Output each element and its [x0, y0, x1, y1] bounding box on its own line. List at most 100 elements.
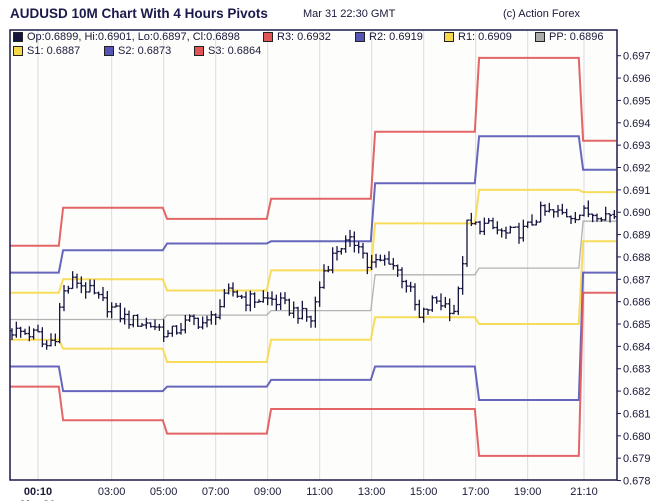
- copyright: (c) Action Forex: [503, 8, 581, 20]
- ohlc-bar: [109, 302, 114, 319]
- ohlc-bar: [127, 310, 131, 329]
- ohlc-swatch-icon: [13, 32, 23, 42]
- ohlc-bar: [161, 319, 166, 342]
- legend-ohlc: Op:0.6899, Hi:0.6901, Lo:0.6897, Cl:0.68…: [13, 31, 240, 43]
- ohlc-bar: [508, 225, 513, 234]
- legend-ohlc-label: Op:0.6899, Hi:0.6901, Lo:0.6897, Cl:0.68…: [27, 31, 240, 43]
- ohlc-bar: [595, 213, 599, 222]
- ohlc-bar: [131, 314, 136, 328]
- ohlc-bar: [75, 273, 79, 289]
- y-tick-label: 0.683: [623, 364, 650, 376]
- ohlc-bar: [62, 284, 66, 312]
- ohlc-bar: [599, 217, 604, 222]
- ohlc-bar: [443, 296, 448, 308]
- x-tick-label: 09:00: [254, 486, 282, 498]
- x-tick-label: 03:00: [98, 486, 126, 498]
- plot-frame: [9, 29, 618, 481]
- ohlc-bar: [209, 310, 214, 325]
- ohlc-bar: [521, 219, 526, 242]
- ohlc-bar: [40, 327, 45, 348]
- ohlc-bar: [114, 302, 118, 308]
- ohlc-bar: [491, 217, 495, 230]
- ohlc-bar: [222, 288, 227, 308]
- legend-s3: S3: 0.6864: [194, 45, 261, 57]
- ohlc-bar: [192, 314, 196, 326]
- ohlc-bar: [57, 302, 62, 344]
- ohlc-bar: [391, 257, 396, 270]
- ohlc-bar: [543, 204, 547, 216]
- x-tick-label: 00:10: [24, 486, 52, 498]
- ohlc-bar: [205, 315, 209, 328]
- s1-swatch-icon: [13, 46, 23, 56]
- ohlc-bar: [96, 291, 101, 299]
- ohlc-bar: [486, 218, 491, 224]
- ohlc-bar: [287, 298, 292, 316]
- y-tick-label: 0.687: [623, 274, 650, 286]
- ohlc-bar: [179, 322, 183, 335]
- ohlc-bar: [170, 325, 175, 337]
- ohlc-bar: [31, 328, 36, 340]
- y-tick-label: 0.697: [623, 51, 650, 63]
- ohlc-bar: [499, 228, 504, 238]
- ohlc-bar: [257, 299, 261, 303]
- ohlc-bar: [300, 300, 305, 320]
- ohlc-bar: [244, 291, 248, 312]
- ohlc-bar: [231, 282, 235, 297]
- ohlc-bar: [473, 221, 478, 225]
- ohlc-bar: [53, 333, 58, 347]
- ohlc-bar: [452, 304, 456, 315]
- x-tick-label: 11:00: [306, 486, 333, 498]
- pivot-line-s3: [9, 291, 617, 457]
- pivot-line-r2: [9, 135, 617, 274]
- y-tick-label: 0.692: [623, 163, 650, 175]
- legend-r1-label: R1: 0.6909: [458, 31, 512, 43]
- ohlc-bar: [577, 214, 582, 221]
- x-tick-label: 17:00: [462, 486, 490, 498]
- ohlc-bar: [573, 211, 578, 224]
- ohlc-bar: [261, 290, 266, 303]
- ohlc-bar: [118, 302, 123, 323]
- y-tick-label: 0.680: [623, 431, 650, 443]
- y-tick-label: 0.678: [623, 476, 650, 488]
- x-tick-label: 21:10: [570, 486, 598, 498]
- ohlc-bar: [18, 326, 23, 338]
- ohlc-bar: [525, 221, 530, 229]
- ohlc-bar: [317, 281, 322, 307]
- r2-swatch-icon: [355, 32, 365, 42]
- ohlc-bar: [36, 324, 40, 333]
- ohlc-bar: [144, 317, 149, 329]
- pivot-line-s1: [9, 240, 617, 363]
- ohlc-bar: [88, 279, 92, 293]
- legend-s2-label: S2: 0.6873: [118, 45, 172, 57]
- ohlc-bar: [348, 229, 352, 247]
- y-tick-label: 0.679: [623, 453, 650, 465]
- ohlc-bar: [44, 340, 49, 350]
- ohlc-bar: [590, 213, 595, 223]
- ohlc-bar: [400, 267, 404, 289]
- ohlc-bar: [70, 271, 75, 290]
- legend-s1: S1: 0.6887: [13, 45, 80, 57]
- r3-swatch-icon: [263, 32, 273, 42]
- ohlc-bar: [235, 290, 240, 298]
- ohlc-bar: [547, 202, 552, 213]
- ohlc-bar: [140, 322, 144, 327]
- ohlc-bar: [313, 296, 318, 328]
- x-tick-label: 15:00: [410, 486, 438, 498]
- ohlc-bar: [196, 317, 201, 329]
- ohlc-bar: [252, 292, 257, 308]
- y-tick-label: 0.684: [623, 341, 650, 353]
- ohlc-bar: [278, 292, 283, 310]
- y-tick-label: 0.682: [623, 386, 650, 398]
- ohlc-bar: [343, 235, 348, 253]
- ohlc-bar: [27, 326, 32, 342]
- ohlc-bar: [174, 325, 179, 335]
- ohlc-bar: [309, 315, 313, 328]
- ohlc-bar: [248, 290, 253, 312]
- x-date-label: Mar 31: [21, 499, 56, 501]
- ohlc-bar: [339, 247, 344, 255]
- y-tick-label: 0.691: [623, 185, 650, 197]
- ohlc-bar: [183, 314, 188, 334]
- ohlc-bar: [157, 323, 162, 331]
- x-tick-label: 05:00: [150, 486, 178, 498]
